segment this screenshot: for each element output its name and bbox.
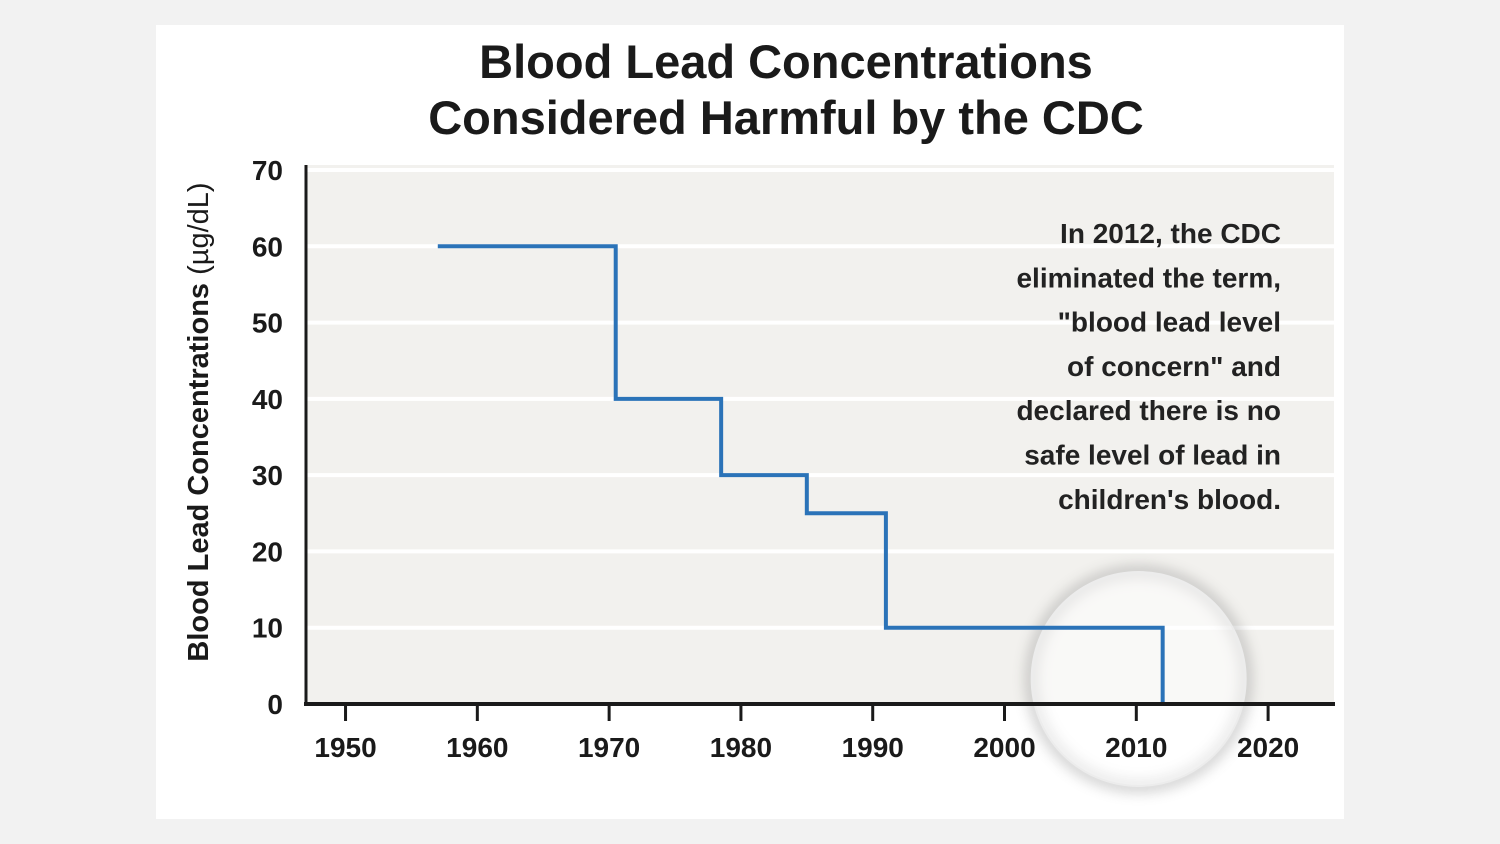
annotation-line-3: of concern" and: [1067, 351, 1281, 382]
y-axis-label-main: Blood Lead Concentrations: [183, 283, 215, 662]
series-line-0: [437, 244, 1165, 704]
x-tick-label-1990: 1990: [842, 732, 904, 763]
annotation-line-1: eliminated the term,: [1016, 262, 1281, 293]
annotation: In 2012, the CDC eliminated the term, "blo…: [1016, 218, 1281, 515]
x-tick-label-2000: 2000: [973, 732, 1035, 763]
chart-title-line-1: Blood Lead Concentrations: [479, 35, 1093, 88]
annotation-line-2: "blood lead level: [1058, 307, 1281, 338]
annotation-line-5: safe level of lead in: [1024, 440, 1281, 471]
y-tick-label-60: 60: [252, 231, 283, 262]
annotation-line-0: In 2012, the CDC: [1060, 218, 1281, 249]
x-tick-label-1960: 1960: [446, 732, 508, 763]
x-tick-label-2020: 2020: [1237, 732, 1299, 763]
y-tick-label-70: 70: [252, 155, 283, 186]
y-ticks: 0 10 20 30 40 50 60 70: [252, 155, 283, 720]
x-tick-label-1950: 1950: [314, 732, 376, 763]
highlight-circle-face: [1030, 571, 1247, 787]
y-tick-label-50: 50: [252, 308, 283, 339]
y-axis-label: Blood Lead Concentrations (µg/dL): [183, 182, 215, 661]
series-layer: [437, 244, 1165, 705]
annotation-line-4: declared there is no: [1016, 395, 1281, 426]
x-tick-label-1970: 1970: [578, 732, 640, 763]
chart-title-line-2: Considered Harmful by the CDC: [428, 91, 1144, 144]
annotation-line-6: children's blood.: [1058, 484, 1281, 515]
y-tick-label-10: 10: [252, 613, 283, 644]
y-tick-label-20: 20: [252, 536, 283, 567]
y-tick-label-40: 40: [252, 384, 283, 415]
highlight-circle: [1026, 567, 1251, 791]
y-axis-label-unit: (µg/dL): [183, 182, 215, 274]
x-ticks: 1950 1960 1970 1980 1990 2000 2010 2020: [314, 704, 1299, 763]
y-tick-label-0: 0: [267, 689, 283, 720]
x-tick-label-2010: 2010: [1105, 732, 1167, 763]
x-tick-label-1980: 1980: [710, 732, 772, 763]
y-axis-label-unit-spacer: [183, 275, 215, 283]
y-tick-label-30: 30: [252, 460, 283, 491]
